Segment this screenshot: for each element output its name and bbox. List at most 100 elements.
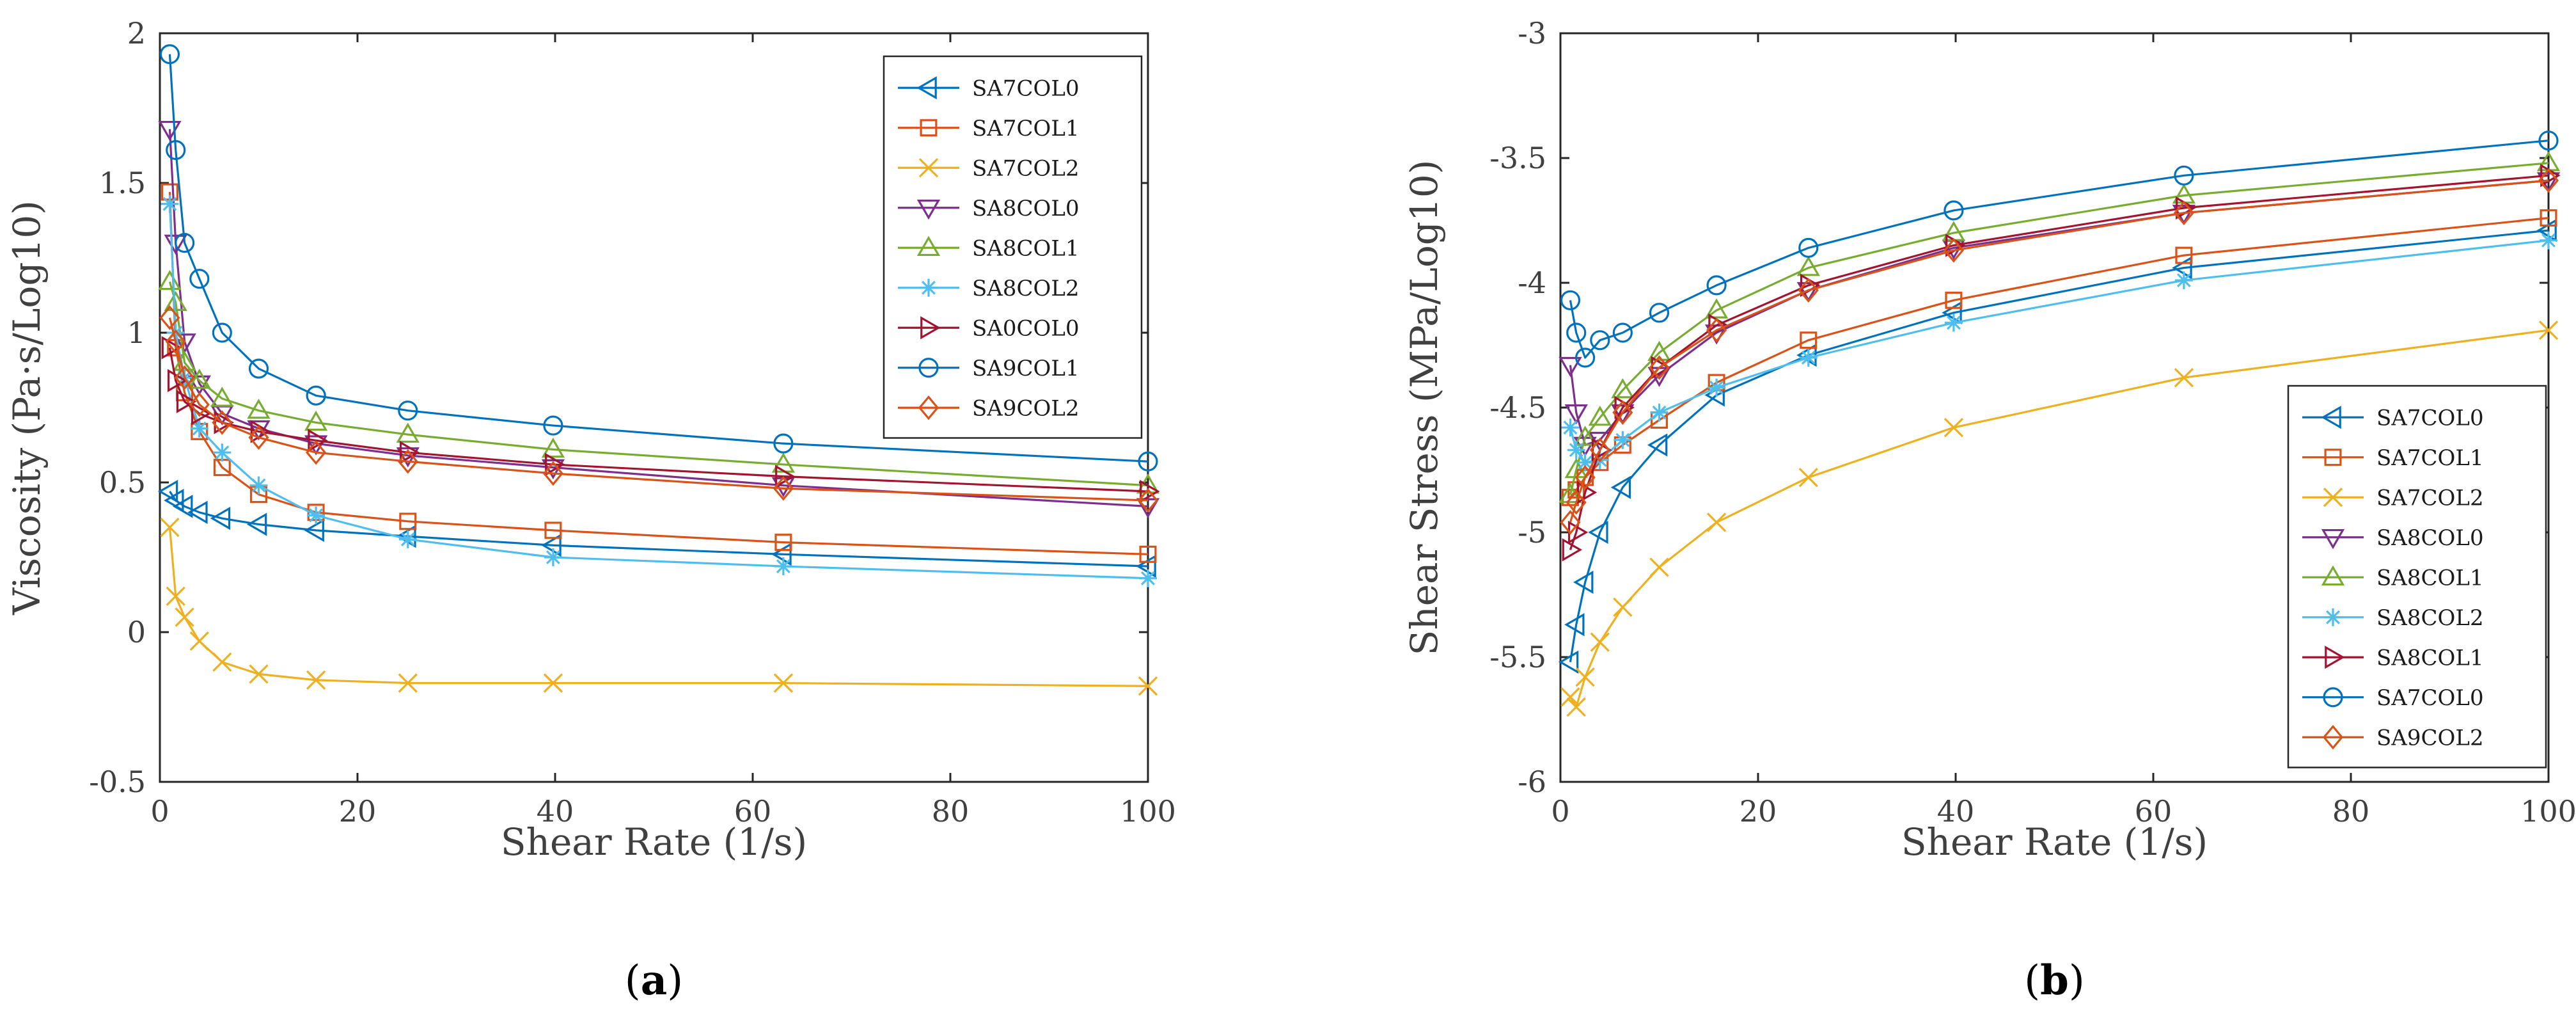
- data-point: [189, 631, 209, 651]
- data-point: [1708, 378, 1726, 397]
- data-point: [1706, 512, 1727, 532]
- legend-label: SA9COL2: [2376, 725, 2484, 751]
- y-tick-label: 0: [127, 615, 146, 649]
- series-line: [1569, 229, 2549, 663]
- data-point: [247, 399, 271, 419]
- y-tick-label: -4: [1518, 266, 1546, 300]
- data-point: [1558, 650, 1579, 674]
- data-point: [1799, 349, 1818, 367]
- y-tick-label: 1.5: [99, 166, 146, 200]
- data-point: [2174, 271, 2193, 290]
- data-point: [159, 44, 180, 65]
- data-point: [2540, 209, 2557, 227]
- series-line: [168, 317, 1149, 502]
- x-tick-label: 60: [734, 794, 772, 829]
- y-tick-label: -0.5: [89, 765, 146, 799]
- data-point: [1140, 479, 1160, 504]
- data-point: [210, 386, 234, 407]
- data-point: [1566, 322, 1587, 343]
- data-point: [398, 530, 417, 548]
- y-tick-label: 0.5: [99, 465, 146, 500]
- data-point: [173, 495, 193, 518]
- series-sa7col0: [1560, 131, 2559, 368]
- legend-marker: [920, 316, 941, 340]
- legend-label: SA7COL1: [2376, 445, 2484, 471]
- data-point: [1798, 468, 1818, 488]
- data-point: [190, 419, 208, 438]
- data-point: [396, 422, 420, 443]
- legend-marker: [2321, 565, 2345, 586]
- data-point: [1800, 331, 1818, 349]
- legend-marker: [920, 119, 938, 137]
- data-point: [1592, 438, 1612, 462]
- x-tick-label: 80: [2332, 794, 2370, 829]
- data-point: [544, 521, 562, 539]
- panel-label-open: (: [2024, 957, 2040, 1005]
- data-point: [1573, 570, 1594, 594]
- series-sa7col0: [157, 479, 1156, 578]
- data-point: [1588, 406, 1612, 426]
- data-point: [398, 401, 418, 421]
- data-point: [158, 269, 182, 290]
- data-point: [398, 673, 418, 693]
- series-line: [168, 54, 1149, 463]
- data-point: [189, 269, 210, 289]
- data-point: [775, 465, 796, 488]
- series-sa8col1: [158, 269, 1160, 494]
- legend-label: SA7COL0: [2376, 405, 2484, 431]
- data-point: [1559, 356, 1582, 377]
- data-point: [2538, 131, 2559, 151]
- legend: SA7COL0 SA7COL1 SA7COL2 SA8COL0 SA8COL1 SA8CO…: [2287, 385, 2547, 768]
- legend-label: SA9COL1: [972, 356, 1080, 381]
- x-tick-label: 40: [537, 794, 574, 829]
- data-point: [165, 329, 186, 354]
- legend-item: SA8COL0: [898, 196, 1080, 221]
- x-tick-label: 60: [2135, 794, 2172, 829]
- data-point: [191, 402, 212, 425]
- data-point: [1567, 441, 1585, 459]
- legend-marker: [2321, 528, 2345, 550]
- series-sa9col2: [159, 305, 1159, 513]
- data-point: [1590, 330, 1610, 351]
- y-tick-label: -5: [1518, 515, 1546, 550]
- data-point: [774, 534, 792, 552]
- y-tick-label: -5.5: [1489, 640, 1546, 674]
- data-point: [1139, 569, 1157, 587]
- data-point: [157, 479, 178, 504]
- series-line: [168, 129, 1149, 508]
- data-point: [1562, 538, 1583, 562]
- data-point: [1796, 256, 1820, 276]
- series-sa9col1: [159, 44, 1158, 472]
- legend-item: SA9COL1: [898, 356, 1080, 381]
- data-point: [175, 233, 195, 253]
- legend-label: SA7COL0: [2376, 685, 2484, 711]
- data-point: [307, 506, 326, 525]
- legend-marker: [2325, 646, 2345, 669]
- data-point: [1560, 510, 1581, 535]
- data-point: [1611, 378, 1635, 399]
- series-line: [169, 491, 1149, 568]
- data-point: [1650, 403, 1669, 422]
- data-point: [1647, 433, 1668, 457]
- data-point: [544, 548, 562, 566]
- data-point: [1612, 400, 1633, 425]
- series-line: [168, 527, 1149, 687]
- data-point: [773, 673, 794, 693]
- series-sa7col2: [160, 518, 1158, 696]
- legend-marker: [2321, 406, 2341, 429]
- data-point: [399, 441, 420, 465]
- panel-label-close: ): [2069, 957, 2085, 1005]
- data-point: [1612, 322, 1633, 343]
- chart-panel-b: 0 20 40 60 80 100 -6 -5.5 -5 -4.5 -4 -3.5 -3 Shear Ra…: [1402, 16, 2576, 1005]
- data-point: [248, 358, 269, 379]
- data-point: [1139, 545, 1157, 563]
- data-point: [166, 586, 185, 606]
- y-tick-label: -6: [1518, 765, 1546, 799]
- data-point: [166, 324, 185, 342]
- data-point: [1649, 557, 1669, 577]
- data-point: [2538, 168, 2559, 193]
- legend-label: SA9COL2: [972, 395, 1080, 421]
- legend-marker: [2323, 488, 2343, 507]
- data-point: [1943, 238, 1964, 263]
- data-point: [1945, 291, 1963, 309]
